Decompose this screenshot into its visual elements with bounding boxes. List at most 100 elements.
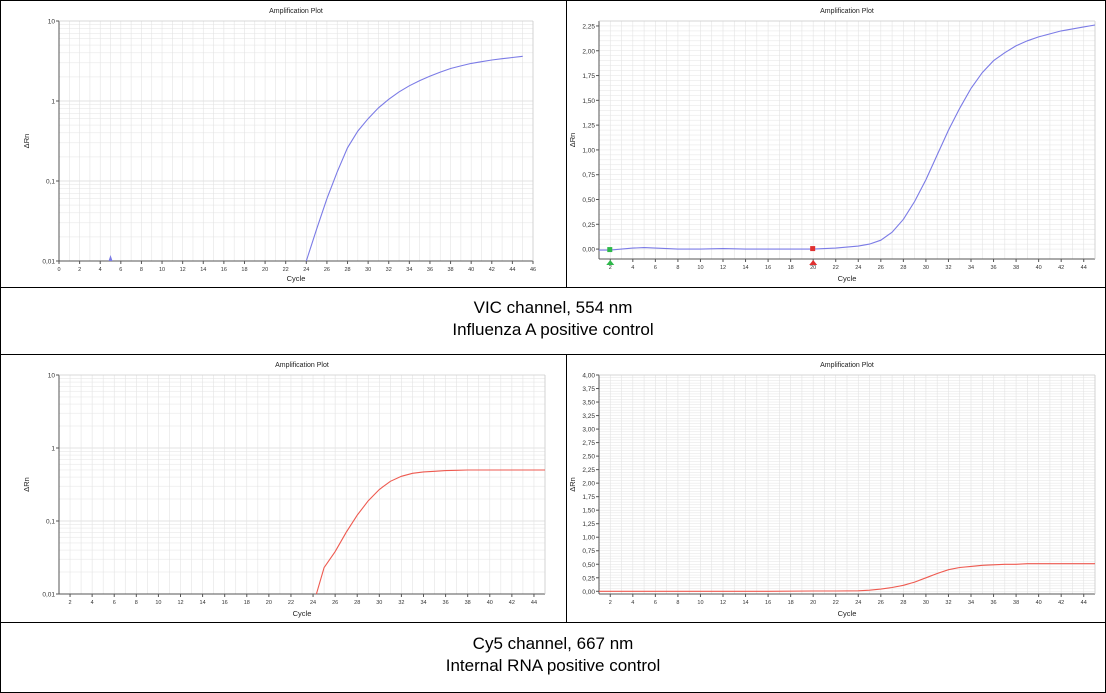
x-tick-label: 10 — [159, 267, 165, 273]
x-tick-label: 42 — [509, 600, 515, 606]
caption-cy5-line2: Internal RNA positive control — [445, 656, 661, 675]
y-tick-label: 4,00 — [582, 373, 595, 380]
x-tick-label: 26 — [878, 265, 884, 271]
y-tick-label: 1 — [51, 99, 55, 106]
x-tick-label: 6 — [119, 267, 122, 273]
x-tick-label: 14 — [742, 265, 748, 271]
x-tick-label: 10 — [697, 265, 703, 271]
y-tick-label: 2,75 — [582, 440, 595, 447]
x-tick-label: 16 — [765, 265, 771, 271]
caption-vic-line1: VIC channel, 554 nm — [473, 298, 633, 317]
x-tick-label: 14 — [200, 267, 206, 273]
x-tick-label: 22 — [833, 600, 839, 606]
x-tick-label: 12 — [720, 265, 726, 271]
caption-cy5-line1: Cy5 channel, 667 nm — [472, 634, 634, 653]
baseline-marker — [810, 246, 816, 252]
x-tick-label: 24 — [310, 600, 316, 606]
x-tick-label: 40 — [468, 267, 474, 273]
x-tick-label: 14 — [742, 600, 748, 606]
y-axis-label: ΔRn — [569, 133, 577, 148]
x-tick-label: 42 — [1058, 600, 1064, 606]
x-tick-label: 8 — [676, 600, 679, 606]
baseline-arrow — [606, 260, 615, 265]
x-tick-label: 16 — [221, 267, 227, 273]
x-tick-label: 22 — [288, 600, 294, 606]
x-tick-label: 32 — [945, 600, 951, 606]
caption-vic: VIC channel, 554 nm Influenza A positive… — [1, 297, 1105, 341]
x-tick-label: 26 — [332, 600, 338, 606]
x-tick-label: 36 — [990, 600, 996, 606]
y-tick-label: 0,50 — [582, 562, 595, 569]
x-tick-label: 2 — [78, 267, 81, 273]
caption-cy5: Cy5 channel, 667 nm Internal RNA positiv… — [1, 633, 1105, 677]
x-tick-label: 8 — [676, 265, 679, 271]
x-tick-label: 38 — [1013, 600, 1019, 606]
x-tick-label: 20 — [810, 265, 816, 271]
series-line — [599, 24, 1096, 251]
x-tick-label: 28 — [900, 600, 906, 606]
x-tick-label: 34 — [968, 265, 974, 271]
x-tick-label: 34 — [420, 600, 426, 606]
x-tick-label: 40 — [1036, 265, 1042, 271]
table-divider-vertical-bottom — [566, 354, 567, 622]
x-tick-label: 4 — [631, 600, 634, 606]
y-tick-label: 0,01 — [42, 259, 55, 266]
x-tick-label: 28 — [900, 265, 906, 271]
x-tick-label: 18 — [244, 600, 250, 606]
y-tick-label: 0,50 — [582, 197, 595, 204]
x-tick-label: 44 — [1081, 265, 1087, 271]
x-tick-label: 46 — [530, 267, 536, 273]
y-axis-label: ΔRn — [569, 477, 577, 492]
y-tick-label: 2,00 — [582, 481, 595, 488]
chart-title: Amplification Plot — [269, 8, 323, 15]
y-tick-label: 1,75 — [582, 73, 595, 80]
y-tick-label: 0,00 — [582, 589, 595, 596]
chart-vic-linear: 0,00 0,25 0,50 0,75 1,00 1,25 1,50 1,75 2,00 2,25… — [569, 8, 1096, 283]
x-tick-label: 6 — [113, 600, 116, 606]
x-tick-label: 30 — [365, 267, 371, 273]
x-tick-label: 22 — [283, 267, 289, 273]
x-tick-label: 16 — [765, 600, 771, 606]
y-tick-label: 0,00 — [582, 247, 595, 254]
x-tick-label: 12 — [177, 600, 183, 606]
x-tick-label: 32 — [386, 267, 392, 273]
x-tick-label: 8 — [140, 267, 143, 273]
y-tick-label: 1 — [51, 446, 55, 453]
x-tick-label: 44 — [531, 600, 537, 606]
x-tick-label: 30 — [923, 265, 929, 271]
baseline-arrow — [809, 260, 818, 265]
x-tick-label: 26 — [878, 600, 884, 606]
y-tick-label: 0,25 — [582, 575, 595, 582]
chart-title: Amplification Plot — [820, 362, 874, 369]
y-tick-label: 0,01 — [42, 592, 55, 599]
x-axis-label: Cycle — [287, 274, 306, 283]
x-tick-label: 22 — [833, 265, 839, 271]
y-tick-label: 1,75 — [582, 494, 595, 501]
table-divider-3 — [1, 622, 1105, 623]
x-tick-label: 0 — [57, 267, 60, 273]
x-axis-label: Cycle — [293, 609, 312, 618]
x-tick-label: 42 — [489, 267, 495, 273]
x-tick-label: 32 — [945, 265, 951, 271]
x-tick-label: 2 — [609, 265, 612, 271]
x-axis-label: Cycle — [838, 274, 857, 283]
y-tick-label: 0,75 — [582, 548, 595, 555]
series-line — [305, 55, 523, 262]
x-tick-label: 24 — [855, 265, 861, 271]
x-tick-label: 2 — [609, 600, 612, 606]
y-tick-label: 2,50 — [582, 454, 595, 461]
y-tick-label: 2,25 — [582, 467, 595, 474]
x-tick-label: 24 — [303, 267, 309, 273]
y-tick-label: 3,50 — [582, 400, 595, 407]
chart-title: Amplification Plot — [275, 362, 329, 369]
x-axis-label: Cycle — [838, 609, 857, 618]
table-divider-1 — [1, 287, 1105, 288]
y-tick-label: 1,50 — [582, 508, 595, 515]
x-tick-label: 36 — [990, 265, 996, 271]
x-tick-label: 10 — [155, 600, 161, 606]
x-tick-label: 36 — [443, 600, 449, 606]
x-tick-label: 16 — [222, 600, 228, 606]
